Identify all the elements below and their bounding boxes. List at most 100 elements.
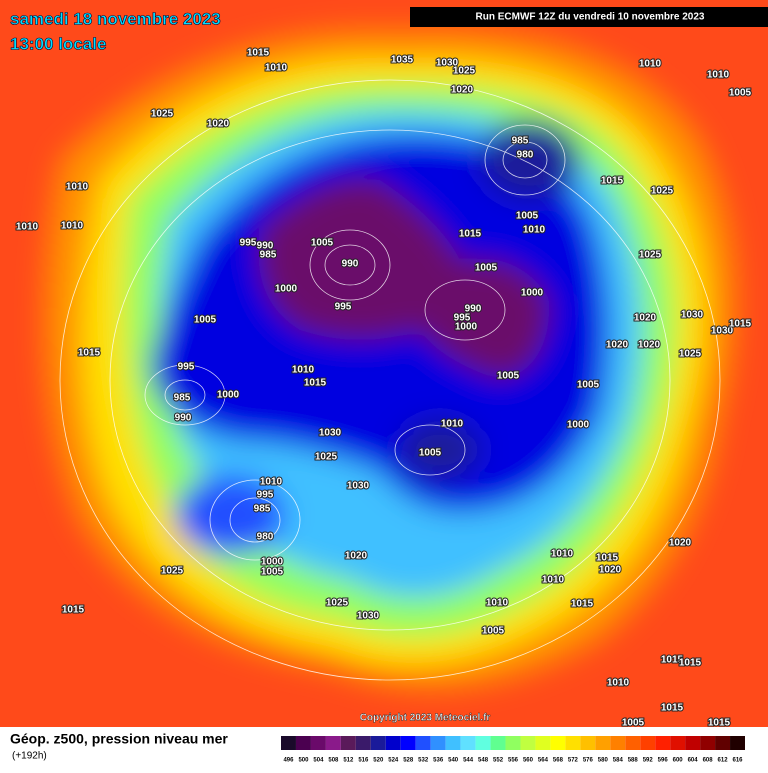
isobar-label: 1005 <box>475 263 498 274</box>
isobar-label: 1025 <box>651 186 674 197</box>
legend-swatch <box>475 736 491 750</box>
isobar-label: 1005 <box>577 380 600 391</box>
legend-tick-label: 544 <box>463 758 474 764</box>
isobar-label: 995 <box>240 238 257 249</box>
legend-tick-label: 600 <box>673 758 684 764</box>
legend-swatch <box>700 736 716 750</box>
legend-swatch <box>565 736 581 750</box>
isobar-label: 1025 <box>679 349 702 360</box>
isobar-label: 1010 <box>16 222 39 233</box>
legend-swatch <box>385 736 401 750</box>
legend-tick-label: 532 <box>418 758 429 764</box>
legend-swatch <box>281 736 296 750</box>
isobar-label: 1010 <box>607 678 630 689</box>
isobar-label: 1005 <box>311 238 334 249</box>
legend-tick-label: 572 <box>568 758 579 764</box>
legend-tick-label: 576 <box>583 758 594 764</box>
legend-tick-label: 616 <box>733 758 744 764</box>
isobar-label: 1015 <box>708 718 731 729</box>
legend-swatch <box>670 736 686 750</box>
isobar-label: 995 <box>178 362 195 373</box>
time-label: 13:00 locale <box>10 34 106 53</box>
legend-tick-label: 580 <box>598 758 609 764</box>
isobar-label: 995 <box>335 302 352 313</box>
legend-tick-label: 516 <box>358 758 369 764</box>
isobar-label: 1005 <box>622 718 645 729</box>
isobar-label: 1005 <box>482 626 505 637</box>
legend-tick-label: 584 <box>613 758 624 764</box>
isobar-label: 1015 <box>661 655 684 666</box>
legend-swatch <box>310 736 326 750</box>
isobar-label: 1010 <box>542 575 565 586</box>
isobar-label: 1010 <box>292 365 315 376</box>
isobar-label: 1035 <box>391 55 414 66</box>
isobar-label: 1000 <box>455 322 478 333</box>
legend-swatch <box>610 736 626 750</box>
isobar-label: 1015 <box>679 658 702 669</box>
isobar-label: 1025 <box>151 109 174 120</box>
isobar-label: 990 <box>175 413 192 424</box>
isobar-label: 985 <box>512 136 529 147</box>
isobar-label: 1020 <box>599 565 622 576</box>
legend-tick-label: 588 <box>628 758 639 764</box>
color-legend: 496 500 504 508 512 516 520 524 528 532 536 540 544 5… <box>281 736 745 764</box>
copyright: Copyright 2023 Meteociel.fr <box>360 713 491 724</box>
isobar-label: 1005 <box>729 88 752 99</box>
isobar-label: 1020 <box>669 538 692 549</box>
isobar-label: 1020 <box>451 85 474 96</box>
isobar-labels: 1015 1010 1035 1030 1025 1020 1010 1010 1005 1025… <box>15 47 753 745</box>
legend-tick-label: 592 <box>643 758 654 764</box>
isobars <box>59 79 721 681</box>
legend-swatch <box>625 736 641 750</box>
legend-swatch <box>595 736 611 750</box>
isobar-label: 1030 <box>357 611 380 622</box>
isobar-label: 1000 <box>217 390 240 401</box>
legend-swatch <box>715 736 731 750</box>
legend-tick-label: 556 <box>508 758 519 764</box>
legend-tick-label: 560 <box>523 758 534 764</box>
legend-tick-label: 608 <box>703 758 714 764</box>
footer-title: Géop. z500, pression niveau mer <box>10 731 228 747</box>
run-info: Run ECMWF 12Z du vendredi 10 novembre 20… <box>476 12 705 23</box>
isobar-label: 1010 <box>265 63 288 74</box>
legend-swatch <box>325 736 341 750</box>
run-banner <box>410 7 768 27</box>
legend-swatch <box>460 736 476 750</box>
legend-tick-label: 564 <box>538 758 549 764</box>
isobar-label: 1000 <box>567 420 590 431</box>
isobar-label: 1015 <box>601 176 624 187</box>
isobar-label: 1005 <box>419 448 442 459</box>
legend-swatch <box>655 736 671 750</box>
legend-swatch <box>295 736 311 750</box>
isobar-label: 1030 <box>681 310 704 321</box>
legend-swatch <box>370 736 386 750</box>
isobar-label: 1020 <box>638 340 661 351</box>
isobar-label: 1010 <box>66 182 89 193</box>
legend-tick-label: 520 <box>373 758 384 764</box>
isobar-label: 1010 <box>523 225 546 236</box>
isobar-label: 995 <box>257 490 274 501</box>
legend-swatch <box>340 736 356 750</box>
legend-swatch <box>355 736 371 750</box>
isobar-label: 1030 <box>319 428 342 439</box>
isobar-label: 1020 <box>634 313 657 324</box>
legend-tick-label: 508 <box>328 758 339 764</box>
legend-tick-label: 536 <box>433 758 444 764</box>
isobar-label: 1015 <box>661 703 684 714</box>
legend-tick-label: 540 <box>448 758 459 764</box>
isobar-label: 1015 <box>729 319 752 330</box>
isobar-label: 1025 <box>639 250 662 261</box>
isobar-label: 990 <box>342 259 359 270</box>
isobar-label: 1015 <box>596 553 619 564</box>
isobar-label: 1020 <box>606 340 629 351</box>
isobar-label: 985 <box>254 504 271 515</box>
legend-tick-label: 568 <box>553 758 564 764</box>
isobar-label: 1010 <box>486 598 509 609</box>
isobar-label: 1010 <box>441 419 464 430</box>
isobar-label: 1025 <box>161 566 184 577</box>
legend-swatch <box>640 736 656 750</box>
isobar-label: 1020 <box>345 551 368 562</box>
geopotential-field <box>44 29 736 690</box>
isobar-label: 1030 <box>711 326 734 337</box>
